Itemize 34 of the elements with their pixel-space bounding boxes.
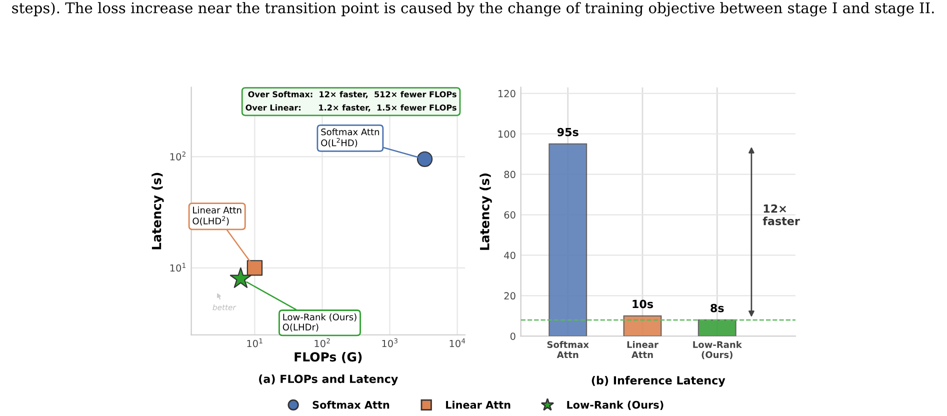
y-axis-title: Latency (s) — [152, 172, 164, 250]
y-tick-label: 0 — [510, 332, 516, 340]
y-tick-label: 80 — [504, 170, 516, 178]
x-tick-label: 10$^{2}$ — [314, 338, 330, 348]
y-axis-title: Latency (s) — [480, 174, 492, 250]
x-tick-label: 10$^{1}$ — [247, 338, 262, 348]
x-tick-label: 10$^{3}$ — [382, 338, 398, 348]
y-tick-label: 100 — [498, 130, 516, 138]
annotation: Over Softmax: 12× faster, 512× fewer FLOPs Over Linear: 1.2× faster, 1.5× fewer FLOPs — [246, 91, 456, 112]
data-label: 95s — [557, 128, 578, 136]
text: steps). The loss increase near the transition point is caused by the change of training objective between stage I and stage II. — [12, 2, 934, 16]
x-tick-label: Softmax Attn — [547, 340, 589, 358]
y-tick-label: 120 — [498, 90, 516, 98]
data-label: 8s — [710, 304, 724, 312]
legend-label: Softmax Attn — [312, 400, 390, 409]
x-tick-label: Linear Attn — [627, 340, 658, 358]
annotation: Linear Attn O(LHD$^{2}$) — [192, 206, 242, 226]
annotation: Low-Rank (Ours) O(LHDr) — [282, 313, 356, 332]
y-tick-label: 20 — [504, 292, 516, 300]
annotation: Softmax Attn O(L$^{2}$HD) — [321, 128, 380, 148]
x-tick-label: 10$^{4}$ — [450, 338, 466, 348]
bar — [623, 315, 662, 336]
text: (a) FLOPs and Latency — [259, 374, 398, 386]
legend-label: Linear Attn — [446, 400, 510, 409]
bar — [698, 319, 736, 336]
text: (b) Inference Latency — [592, 376, 726, 387]
annotation: 12× faster — [762, 204, 800, 226]
legend-label: Low-Rank (Ours) — [567, 400, 664, 410]
x-axis-title: FLOPs (G) — [294, 352, 362, 364]
y-tick-label: 60 — [504, 211, 516, 219]
data-label: 10s — [632, 300, 654, 308]
x-tick-label: Low-Rank (Ours) — [693, 340, 742, 360]
y-tick-label: 40 — [504, 252, 516, 260]
bar — [548, 143, 588, 336]
